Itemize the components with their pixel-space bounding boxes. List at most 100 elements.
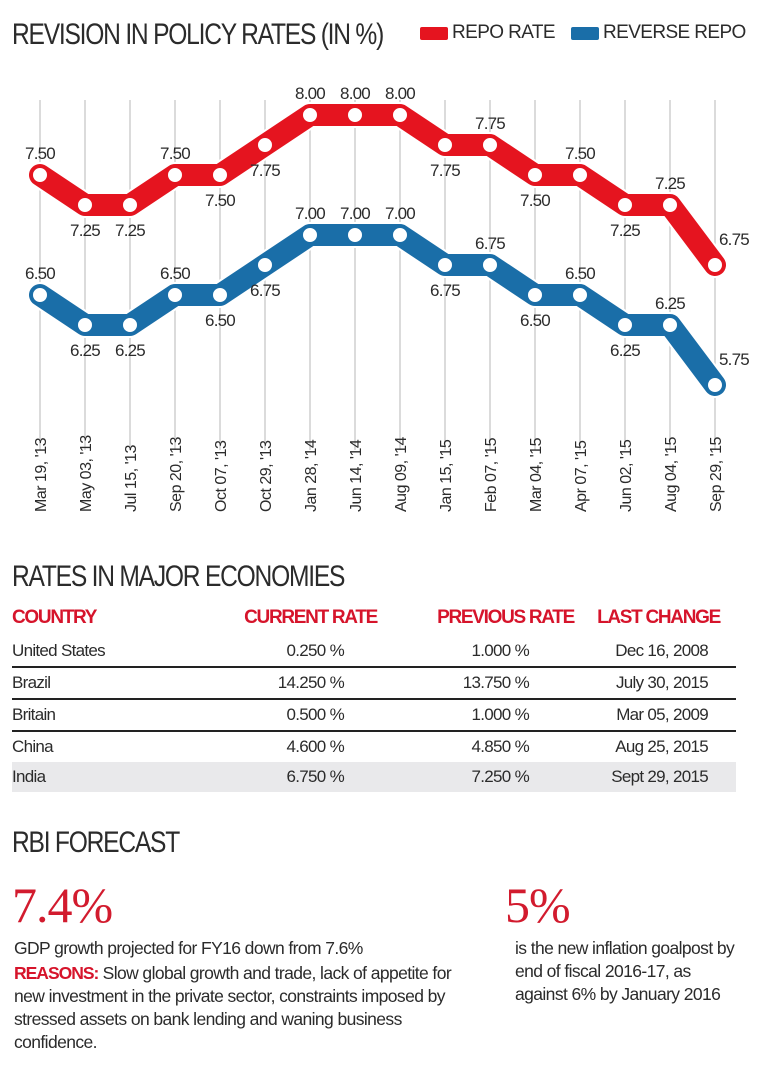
repo-rate-point: [527, 167, 543, 183]
reverse-repo-point: [347, 227, 363, 243]
reasons-label: REASONS:: [14, 963, 99, 983]
current-rate-cell: 0.250 %: [217, 636, 399, 668]
repo-rate-data-label: 7.75: [250, 161, 280, 180]
forecast-title: RBI FORECAST: [12, 826, 180, 859]
rates-table: COUNTRY CURRENT RATE PREVIOUS RATE LAST …: [12, 604, 736, 792]
repo-rate-point: [32, 167, 48, 183]
repo-rate-data-label: 6.75: [719, 230, 749, 249]
repo-rate-point: [437, 137, 453, 153]
rates-section-title: RATES IN MAJOR ECONOMIES: [12, 560, 345, 593]
x-tick-label: Aug 04, '15: [663, 436, 680, 512]
repo-rate-data-label: 7.50: [205, 191, 235, 210]
reverse-repo-point: [257, 257, 273, 273]
repo-rate-point: [617, 197, 633, 213]
repo-rate-point: [662, 197, 678, 213]
x-tick-label: Jun 14, '14: [348, 439, 365, 512]
x-tick-label: Oct 07, '13: [213, 440, 230, 512]
reverse-repo-point: [707, 377, 723, 393]
repo-rate-point: [392, 107, 408, 123]
reverse-repo-point: [527, 287, 543, 303]
rates-table-row: Brazil 14.250 % 13.750 % July 30, 2015: [12, 667, 736, 700]
policy-rates-chart: 7.50 7.25 7.25 7.50 7.50 7.75 8.00 8.00 8.00 7.75…: [25, 84, 750, 512]
repo-rate-data-label: 7.25: [610, 221, 640, 240]
repo-rate-data-label: 7.75: [430, 161, 460, 180]
legend-swatch-reverse-repo: [571, 26, 599, 40]
current-rate-cell: 14.250 %: [217, 667, 399, 700]
reverse-repo-data-label: 6.75: [250, 281, 280, 300]
legend-label-repo: REPO RATE: [452, 22, 556, 43]
repo-rate-point: [122, 197, 138, 213]
reverse-repo-data-label: 6.25: [70, 341, 100, 360]
inflation-target-text: is the new inflation goalpost by end of …: [515, 938, 735, 1004]
reverse-repo-point: [617, 317, 633, 333]
reverse-repo-point: [32, 287, 48, 303]
x-tick-label: Jul 15, '13: [123, 444, 140, 512]
repo-rate-data-label: 7.50: [25, 144, 55, 163]
repo-rate-line: [29, 104, 726, 276]
gdp-forecast-text: GDP growth projected for FY16 down from …: [14, 938, 363, 958]
reverse-repo-point: [302, 227, 318, 243]
reasons-text: Slow global growth and trade, lack of ap…: [14, 963, 452, 1052]
reverse-repo-point: [662, 317, 678, 333]
reverse-repo-data-label: 7.00: [295, 204, 325, 223]
country-cell: China: [12, 737, 54, 756]
rates-table-row: China 4.600 % 4.850 % Aug 25, 2015: [12, 731, 736, 762]
last-change-cell: Dec 16, 2008: [574, 636, 736, 668]
repo-rate-point: [707, 257, 723, 273]
reverse-repo-data-label: 6.50: [520, 311, 550, 330]
reverse-repo-data-label: 6.75: [475, 234, 505, 253]
reasons-paragraph: REASONS: Slow global growth and trade, l…: [14, 962, 474, 1054]
chart-legend: REPO RATE REVERSE REPO: [420, 22, 759, 44]
repo-rate-data-label: 7.50: [520, 191, 550, 210]
reverse-repo-point: [482, 257, 498, 273]
x-tick-label: Feb 07, '15: [483, 437, 500, 512]
x-tick-label: Jan 28, '14: [303, 439, 320, 512]
repo-rate-data-label: 7.25: [70, 221, 100, 240]
reverse-repo-point: [392, 227, 408, 243]
country-cell: Brazil: [12, 667, 217, 700]
country-cell: United States: [12, 636, 217, 668]
x-tick-label: Oct 29, '13: [258, 440, 275, 512]
repo-rate-point: [482, 137, 498, 153]
x-tick-label: Aug 09, '14: [393, 436, 410, 512]
reverse-repo-point: [572, 287, 588, 303]
repo-rate-data-label: 7.50: [565, 144, 595, 163]
last-change-cell: Mar 05, 2009: [574, 699, 736, 732]
last-change-cell: Sept 29, 2015: [574, 762, 736, 792]
chart-data-labels: 7.50 7.25 7.25 7.50 7.50 7.75 8.00 8.00 8.00 7.75…: [25, 84, 750, 369]
reverse-repo-data-label: 6.25: [655, 294, 685, 313]
rates-table-row: India 6.750 % 7.250 % Sept 29, 2015: [12, 762, 736, 792]
legend-label-reverse-repo: REVERSE REPO: [603, 22, 746, 43]
header-current-rate: CURRENT RATE: [244, 607, 378, 628]
reverse-repo-data-label: 5.75: [719, 350, 749, 369]
legend-item-repo: REPO RATE: [420, 22, 556, 44]
reverse-repo-point: [167, 287, 183, 303]
reverse-repo-data-label: 6.25: [115, 341, 145, 360]
reverse-repo-data-label: 6.75: [430, 281, 460, 300]
x-tick-label: Mar 19, '13: [33, 437, 50, 512]
x-tick-label: May 03, '13: [78, 435, 95, 512]
country-cell: India: [12, 762, 217, 792]
repo-rate-point: [77, 197, 93, 213]
x-tick-label: Jun 02, '15: [618, 439, 635, 512]
x-tick-label: Jan 15, '15: [438, 439, 455, 512]
header-last-change: LAST CHANGE: [597, 607, 721, 628]
repo-rate-data-label: 7.75: [475, 114, 505, 133]
current-rate-cell: 6.750 %: [217, 762, 399, 792]
reverse-repo-data-label: 6.50: [25, 264, 55, 283]
repo-rate-point: [212, 167, 228, 183]
repo-rate-point: [257, 137, 273, 153]
previous-rate-cell: 1.000 %: [399, 699, 574, 732]
previous-rate-cell: 1.000 %: [399, 636, 574, 668]
previous-rate-cell: 7.250 %: [399, 762, 574, 792]
reverse-repo-data-label: 6.25: [610, 341, 640, 360]
repo-rate-point: [347, 107, 363, 123]
header-previous-rate: PREVIOUS RATE: [437, 607, 575, 628]
reverse-repo-line: [29, 224, 726, 396]
repo-rate-data-label: 7.25: [655, 174, 685, 193]
rates-table-header: COUNTRY CURRENT RATE PREVIOUS RATE LAST …: [12, 604, 736, 636]
header-country: COUNTRY: [12, 607, 97, 628]
repo-rate-data-label: 8.00: [295, 84, 325, 103]
repo-rate-point: [167, 167, 183, 183]
x-tick-label: Mar 04, '15: [528, 437, 545, 512]
